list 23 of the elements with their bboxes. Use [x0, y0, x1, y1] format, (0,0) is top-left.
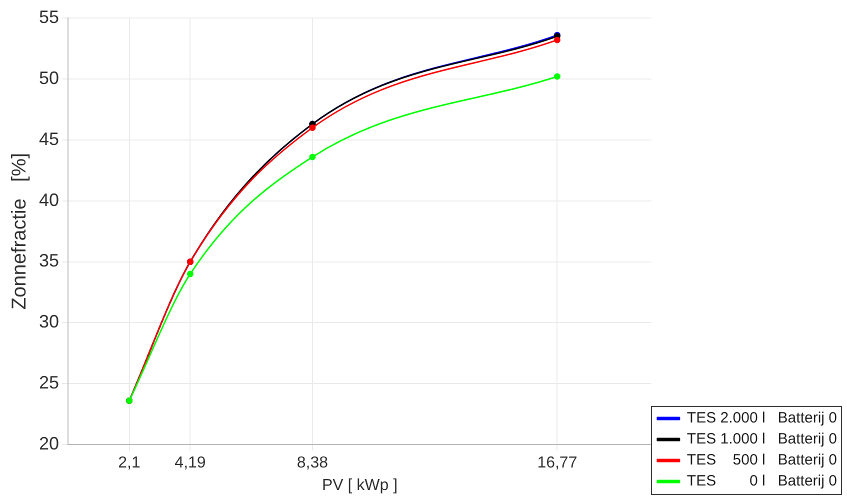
y-tick-label: 45	[38, 128, 60, 149]
x-tick-label: 2,1	[118, 454, 140, 472]
x-tick-label: 8,38	[296, 454, 328, 472]
y-axis-title: Zonnefractie [%]	[8, 152, 31, 310]
point	[554, 73, 560, 80]
y-tick-label: 35	[38, 250, 60, 271]
point	[309, 124, 316, 131]
x-axis-title: PV [ kWp ]	[322, 476, 398, 494]
x-tick-label: 16,77	[537, 454, 578, 472]
y-tick-label: 50	[38, 68, 60, 88]
point	[554, 36, 560, 44]
y-tick-label: 25	[38, 372, 60, 393]
y-tick-label: 30	[38, 312, 60, 332]
y-tick-label: 20	[38, 434, 60, 454]
legend-label: TES 0 l Batterij 0	[686, 472, 837, 490]
point	[309, 154, 316, 160]
legend-label: TES 1.000 l Batterij 0	[686, 430, 838, 448]
point	[186, 270, 194, 278]
y-tick-label: 40	[38, 190, 60, 210]
y-tick-label: 55	[38, 6, 60, 27]
legend-label: TES 500 l Batterij 0	[686, 452, 838, 469]
legend-label: TES 2.000 l Batterij 0	[686, 410, 838, 427]
x-tick-label: 4,19	[174, 454, 206, 472]
